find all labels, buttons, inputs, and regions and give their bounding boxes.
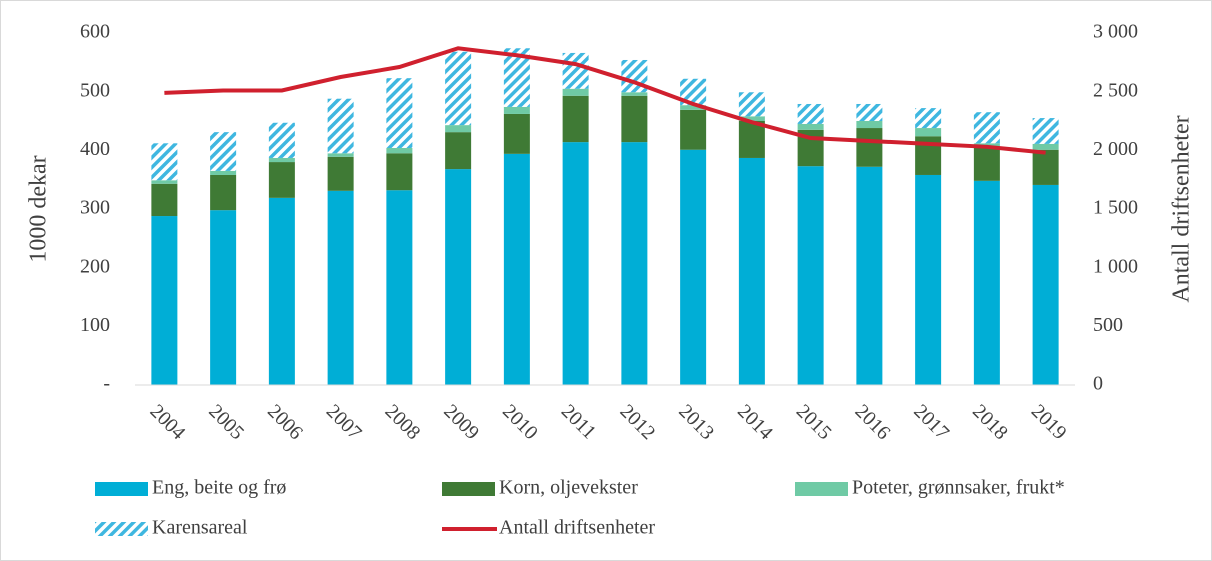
y-tick-label: 200 — [80, 255, 110, 277]
bar — [856, 128, 883, 167]
bar — [680, 109, 707, 150]
bar — [1032, 143, 1059, 150]
y-tick-label: 100 — [80, 314, 110, 336]
bar — [151, 143, 178, 181]
bar — [386, 78, 413, 148]
y2-tick-label: 2 000 — [1093, 138, 1138, 160]
legend-swatch — [95, 482, 148, 496]
bar — [210, 132, 237, 171]
bar — [621, 142, 648, 385]
bar — [680, 105, 707, 110]
bar — [151, 216, 178, 385]
bar — [151, 183, 178, 217]
legend-swatch — [795, 482, 848, 496]
bar — [503, 113, 530, 154]
y2-tick-label: 1 500 — [1093, 197, 1138, 219]
y2-axis-title: Antall driftsenheter — [1169, 115, 1195, 302]
legend-label: Karensareal — [152, 517, 248, 539]
bar — [503, 106, 530, 114]
bar — [503, 153, 530, 385]
bar — [445, 132, 472, 170]
bar — [210, 174, 237, 211]
bar — [738, 92, 765, 117]
bar — [856, 166, 883, 385]
bar — [327, 156, 354, 191]
bar — [973, 147, 1000, 181]
legend-label: Antall driftsenheter — [499, 517, 655, 539]
y-axis-title: 1000 dekar — [26, 155, 52, 262]
bar — [797, 166, 824, 385]
y-tick-label: 300 — [80, 197, 110, 219]
bar — [1032, 118, 1059, 144]
bar — [386, 190, 413, 385]
bar — [915, 128, 942, 137]
legend-swatch — [95, 522, 148, 536]
bar — [856, 103, 883, 121]
bar — [797, 103, 824, 124]
y2-tick-label: 1 000 — [1093, 255, 1138, 277]
y2-tick-label: 2 500 — [1093, 79, 1138, 101]
bar — [915, 108, 942, 129]
y-tick-label: 400 — [80, 138, 110, 160]
y-tick-label: - — [103, 373, 110, 395]
bar — [445, 51, 472, 126]
bar — [268, 197, 295, 385]
bar — [151, 180, 178, 184]
bar — [562, 88, 589, 96]
bar — [445, 125, 472, 133]
bar — [386, 147, 413, 154]
y2-tick-label: 0 — [1093, 373, 1103, 395]
bar — [268, 162, 295, 198]
bar — [797, 123, 824, 130]
bar — [562, 52, 589, 89]
bar — [327, 190, 354, 385]
legend-label: Poteter, grønnsaker, frukt* — [852, 477, 1065, 499]
bar — [738, 116, 765, 121]
y2-tick-label: 3 000 — [1093, 21, 1138, 43]
bar — [562, 142, 589, 385]
bar — [210, 170, 237, 175]
bar — [327, 98, 354, 154]
bar — [327, 153, 354, 157]
bar — [268, 122, 295, 158]
bar — [445, 169, 472, 385]
bar — [562, 95, 589, 143]
legend-swatch — [442, 482, 495, 496]
line — [164, 46, 1046, 155]
bar — [268, 157, 295, 163]
bar — [738, 121, 765, 158]
legend-label: Korn, oljevekster — [499, 477, 638, 499]
y2-tick-label: 500 — [1093, 314, 1123, 336]
bar — [973, 112, 1000, 144]
legend-label: Eng, beite og frø — [152, 477, 286, 499]
bar — [915, 174, 942, 385]
bar — [680, 149, 707, 385]
bar — [1032, 184, 1059, 385]
bar — [973, 180, 1000, 385]
bar — [210, 210, 237, 385]
bar — [738, 157, 765, 385]
y-tick-label: 600 — [80, 21, 110, 43]
bar — [1032, 149, 1059, 185]
bar — [856, 121, 883, 129]
bar — [386, 153, 413, 191]
bar — [621, 95, 648, 143]
bar — [621, 92, 648, 96]
y-tick-label: 500 — [80, 79, 110, 101]
